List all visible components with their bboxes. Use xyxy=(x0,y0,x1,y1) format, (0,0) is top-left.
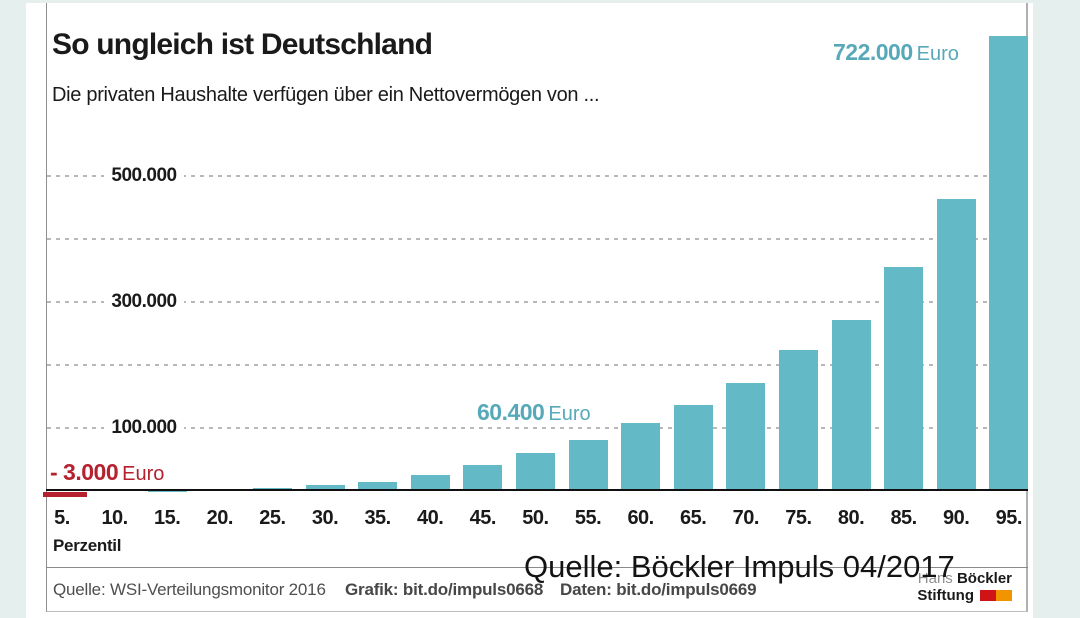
gridline-200000 xyxy=(47,364,1027,366)
bar-80-percentile xyxy=(831,319,871,491)
logo-boeckler-text: Böckler xyxy=(956,570,1012,587)
x-tick-label-70: 70. xyxy=(732,507,760,529)
x-axis-line xyxy=(46,489,1028,491)
bar-60-percentile xyxy=(621,422,661,491)
logo-stiftung-text: Stiftung xyxy=(917,587,974,604)
bar-50-percentile xyxy=(515,452,555,491)
bar-30-percentile xyxy=(305,485,345,491)
annotation-value: - 3.000 xyxy=(50,459,119,485)
annotation-95th-percentile: 722.000 Euro xyxy=(833,39,959,66)
x-tick-label-95: 95. xyxy=(995,507,1023,529)
x-tick-label-5: 5. xyxy=(54,507,70,529)
x-tick-label-10: 10. xyxy=(101,507,128,529)
annotation-50th-percentile: 60.400 Euro xyxy=(477,399,591,426)
x-tick-label-20: 20. xyxy=(206,507,234,529)
y-tick-label-500000: 500.000 xyxy=(104,163,184,189)
x-tick-label-50: 50. xyxy=(522,507,549,529)
bar-45-percentile xyxy=(463,464,503,491)
x-tick-label-40: 40. xyxy=(417,507,444,529)
gridline-300000 xyxy=(47,301,1027,303)
bar-95-percentile xyxy=(989,36,1029,491)
bar-55-percentile xyxy=(568,439,608,491)
chart-subtitle: Die privaten Haushalte verfügen über ein… xyxy=(52,84,600,106)
x-tick-label-80: 80. xyxy=(837,507,865,529)
x-axis-title: Perzentil xyxy=(53,536,122,555)
bar-35-percentile xyxy=(358,481,398,491)
footer-daten-link: Daten: bit.do/impuls0669 xyxy=(560,580,757,599)
infographic-card xyxy=(46,3,1028,612)
page-background-left xyxy=(0,0,26,618)
annotation-unit: Euro xyxy=(916,43,959,65)
bar-40-percentile xyxy=(410,474,450,491)
gridline-100000 xyxy=(47,427,1027,429)
logo-red-square-icon xyxy=(980,590,996,601)
logo-line1: Hans Böckler xyxy=(917,571,1012,587)
annotation-unit: Euro xyxy=(548,403,591,425)
watermark-source-text: Quelle: Böckler Impuls 04/2017 xyxy=(524,549,955,584)
footer-divider xyxy=(46,567,1028,568)
logo-line2: Stiftung xyxy=(917,588,1012,604)
chart-title: So ungleich ist Deutschland xyxy=(52,28,433,61)
x-tick-label-75: 75. xyxy=(785,507,812,529)
x-tick-label-35: 35. xyxy=(364,507,391,529)
x-tick-label-30: 30. xyxy=(311,507,339,529)
gridline-400000 xyxy=(47,238,1027,240)
y-tick-label-100000: 100.000 xyxy=(104,415,184,441)
annotation-unit: Euro xyxy=(122,463,165,485)
logo-hans-text: Hans xyxy=(917,570,953,587)
logo-orange-square-icon xyxy=(996,590,1012,601)
annotation-5th-percentile: - 3.000 Euro xyxy=(50,459,164,486)
footer-grafik-link: Grafik: bit.do/impuls0668 xyxy=(345,580,544,599)
bar-75-percentile xyxy=(778,350,818,491)
x-tick-label-65: 65. xyxy=(680,507,707,529)
page-background-top xyxy=(26,0,1033,3)
bar-65-percentile xyxy=(673,405,713,491)
x-tick-label-45: 45. xyxy=(469,507,497,529)
x-tick-label-55: 55. xyxy=(574,507,602,529)
footer-source: Quelle: WSI-Verteilungsmonitor 2016 xyxy=(53,580,326,599)
bar-5-percentile-negative xyxy=(43,492,87,497)
bar-90-percentile xyxy=(936,198,976,491)
annotation-value: 60.400 xyxy=(477,399,545,425)
x-tick-label-90: 90. xyxy=(943,507,970,529)
annotation-value: 722.000 xyxy=(833,39,913,65)
page-background-right xyxy=(1033,0,1080,618)
x-tick-label-60: 60. xyxy=(627,507,654,529)
gridline-500000 xyxy=(47,175,1027,177)
bar-70-percentile xyxy=(726,382,766,491)
x-tick-label-15: 15. xyxy=(154,507,181,529)
hans-boeckler-stiftung-logo: Hans Böckler Stiftung xyxy=(917,571,1012,604)
x-tick-label-25: 25. xyxy=(259,507,286,529)
x-tick-label-85: 85. xyxy=(890,507,917,529)
bar-85-percentile xyxy=(884,267,924,491)
y-tick-label-300000: 300.000 xyxy=(104,289,184,315)
